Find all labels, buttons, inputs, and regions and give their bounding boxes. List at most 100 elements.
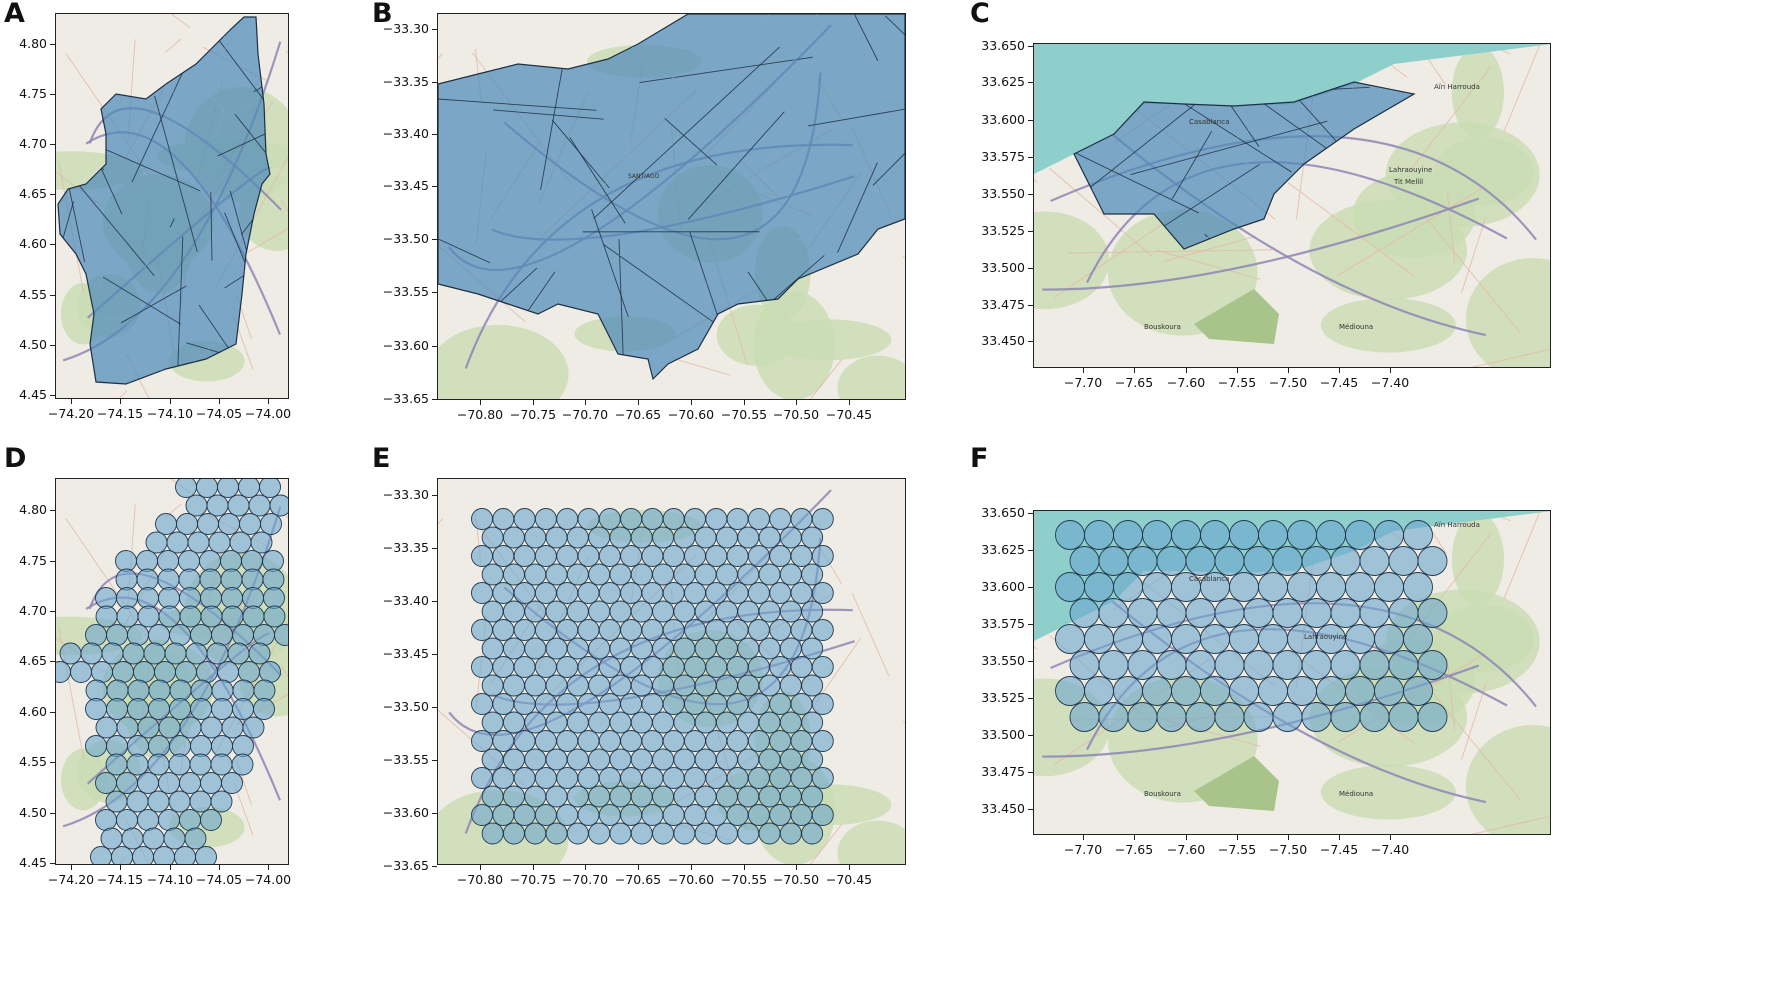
- grid-circle: [524, 711, 547, 734]
- y-tick-mark: [1028, 698, 1033, 699]
- grid-circle: [189, 790, 212, 813]
- grid-circle: [684, 545, 706, 567]
- y-tick-label: 33.600: [981, 112, 1025, 127]
- grid-circle: [164, 642, 187, 665]
- grid-circle: [534, 656, 557, 678]
- grid-circle: [662, 508, 685, 530]
- x-tick-label: −74.20: [47, 406, 95, 421]
- street-in-zone: [97, 268, 105, 295]
- grid-circle: [779, 600, 802, 623]
- grid-circle: [598, 767, 621, 789]
- grid-circle: [577, 508, 600, 530]
- grid-circle: [179, 809, 201, 831]
- zone-border: [438, 95, 597, 111]
- grid-circle: [790, 545, 813, 567]
- grid-circle: [502, 748, 525, 771]
- grid-circle: [801, 711, 824, 734]
- grid-circle: [179, 605, 202, 628]
- grid-circle: [737, 563, 760, 586]
- grid-circle: [630, 785, 653, 808]
- grid-circle: [1127, 546, 1158, 576]
- x-tick-mark: [585, 400, 586, 405]
- grid-circle: [673, 563, 696, 586]
- grid-circle: [471, 730, 493, 752]
- grid-circle: [1272, 702, 1303, 732]
- grid-circle: [199, 568, 222, 591]
- street-line: [280, 665, 288, 678]
- zone-border: [154, 95, 198, 252]
- grid-circle: [534, 767, 557, 789]
- grid-circle: [566, 526, 589, 549]
- grid-circle: [652, 711, 675, 734]
- y-tick-label: 33.475: [981, 764, 1025, 779]
- grid-circle: [694, 526, 717, 549]
- y-tick-mark: [50, 510, 55, 511]
- grid-circle: [136, 550, 158, 572]
- grid-circle: [716, 822, 738, 845]
- grid-circle: [630, 748, 653, 771]
- grid-circle: [588, 674, 611, 697]
- y-tick-mark: [1028, 587, 1033, 588]
- street-line: [1471, 349, 1549, 367]
- grid-circle: [481, 563, 504, 586]
- street-line: [1461, 684, 1487, 760]
- grid-circle: [662, 730, 685, 752]
- grid-circle: [253, 698, 275, 720]
- x-tick-label: −7.45: [1319, 842, 1359, 857]
- y-tick-label: 4.50: [19, 337, 47, 352]
- casablanca-circle-grid-map: Aïn Harrouda Casablanca Lahraouyine Bouskou…: [1033, 510, 1551, 835]
- grid-circle: [779, 674, 802, 697]
- grid-circle: [779, 822, 802, 845]
- grid-circle: [1229, 624, 1259, 654]
- y-tick-label: 4.50: [19, 805, 47, 820]
- grid-circle: [737, 600, 760, 623]
- x-tick-label: −74.05: [195, 406, 243, 421]
- grid-circle: [471, 619, 493, 641]
- grid-circle: [1301, 546, 1332, 576]
- street-in-zone: [119, 365, 148, 368]
- y-tick-mark: [432, 601, 437, 602]
- grid-circle: [779, 748, 802, 771]
- grid-circle: [524, 748, 547, 771]
- grid-circle: [1301, 650, 1332, 680]
- grid-circle: [502, 600, 525, 623]
- zone-border: [120, 285, 187, 324]
- place-label: Bouskoura: [1144, 790, 1181, 798]
- y-tick-mark: [432, 813, 437, 814]
- grid-circle: [577, 767, 600, 789]
- zone-border: [438, 200, 491, 264]
- grid-circle: [577, 693, 600, 715]
- grid-circle: [190, 735, 212, 757]
- grid-circle: [1417, 598, 1448, 628]
- x-tick-label: −74.20: [47, 872, 95, 887]
- y-tick-mark: [1028, 513, 1033, 514]
- street-line: [1049, 167, 1153, 257]
- grid-circle: [1142, 572, 1172, 602]
- grid-circle: [263, 605, 286, 628]
- x-tick-label: −74.10: [146, 872, 194, 887]
- grid-circle: [126, 753, 149, 776]
- grid-circle: [1156, 598, 1187, 628]
- grid-circle: [1098, 702, 1129, 732]
- grid-circle: [726, 656, 749, 678]
- grid-circle: [1229, 676, 1259, 706]
- grid-circle: [195, 846, 217, 864]
- grid-circle: [217, 479, 239, 498]
- panel-letter-c: C: [970, 0, 990, 29]
- grid-circle: [1403, 520, 1433, 550]
- x-tick-mark: [533, 865, 534, 870]
- grid-circle: [790, 656, 813, 678]
- map-canvas: SANTIAGO: [438, 14, 905, 399]
- grid-circle: [641, 582, 664, 604]
- grid-circle: [673, 526, 696, 549]
- grid-circle: [801, 785, 824, 808]
- grid-circle: [241, 550, 263, 572]
- grid-circle: [211, 624, 233, 646]
- y-tick-label: 4.60: [19, 236, 47, 251]
- grid-circle: [232, 698, 254, 720]
- grid-circle: [238, 479, 260, 498]
- grid-circle: [779, 711, 802, 734]
- grid-circle: [758, 674, 781, 697]
- y-tick-mark: [50, 94, 55, 95]
- grid-circle: [641, 545, 664, 567]
